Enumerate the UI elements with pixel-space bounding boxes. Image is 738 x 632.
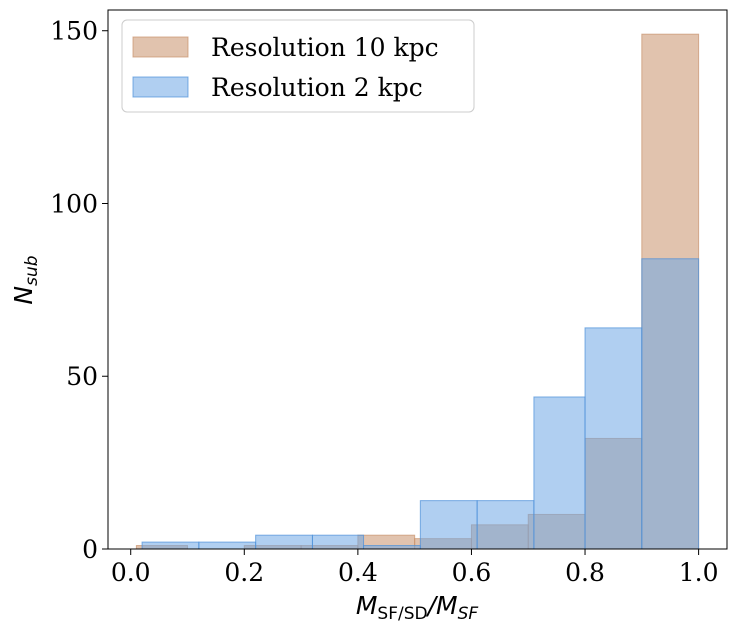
x-tick-label: 1.0 <box>679 558 719 587</box>
y-tick-label: 150 <box>50 17 98 46</box>
x-tick-label: 0.8 <box>565 558 605 587</box>
y-tick-label: 50 <box>66 362 98 391</box>
legend-swatch-10kpc <box>132 36 189 58</box>
bar-2kpc-5 <box>419 500 478 550</box>
legend-swatch-2kpc <box>132 76 189 98</box>
legend-frame <box>121 19 475 113</box>
bar-2kpc-6 <box>476 500 535 550</box>
x-tick-label: 0.6 <box>452 558 492 587</box>
legend: Resolution 10 kpc Resolution 2 kpc <box>121 19 475 113</box>
plot-frame <box>107 9 728 550</box>
x-tick-label: 0.4 <box>338 558 378 587</box>
x-axis: 0.0 0.2 0.4 0.6 0.8 1.0 <box>111 549 719 587</box>
y-axis-title: Nsub <box>9 255 42 304</box>
bar-2kpc-8 <box>584 327 643 550</box>
bar-2kpc-7 <box>533 396 586 550</box>
x-tick-label: 0.0 <box>111 558 151 587</box>
bar-2kpc-4 <box>363 545 421 550</box>
y-axis: 0 50 100 150 <box>50 17 108 564</box>
bar-2kpc-9 <box>641 258 700 550</box>
bar-2kpc-0 <box>141 541 200 550</box>
x-axis-title: MSF/SD/MSF <box>356 591 479 624</box>
bar-2kpc-2 <box>255 534 313 550</box>
series-2kpc-bars <box>141 258 700 550</box>
legend-label-2kpc: Resolution 2 kpc <box>211 73 423 102</box>
legend-label-10kpc: Resolution 10 kpc <box>211 33 439 62</box>
bar-2kpc-3 <box>311 534 365 550</box>
x-tick-label: 0.2 <box>224 558 264 587</box>
y-tick-label: 100 <box>50 189 98 218</box>
bar-2kpc-1 <box>198 541 257 550</box>
y-tick-label: 0 <box>82 535 98 564</box>
